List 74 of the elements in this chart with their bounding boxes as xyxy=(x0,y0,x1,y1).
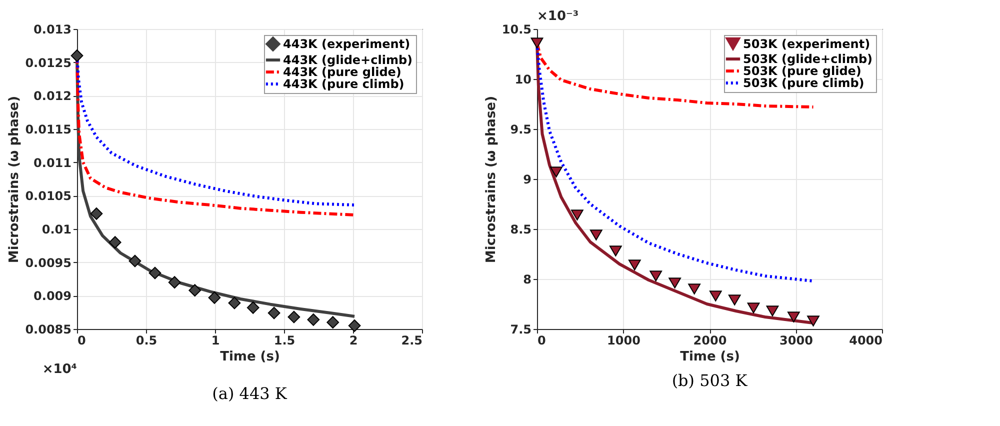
point xyxy=(628,260,641,270)
x-tick-label: 1.5 xyxy=(274,334,296,348)
point xyxy=(590,230,602,240)
x-tick-label: 2.5 xyxy=(401,334,422,348)
point xyxy=(530,38,544,48)
point xyxy=(807,316,820,326)
point xyxy=(228,296,241,310)
point xyxy=(208,291,221,304)
point xyxy=(70,49,84,62)
x-tick-label: 4000 xyxy=(849,334,882,348)
y-tick-label: 8.5 xyxy=(510,222,532,236)
point xyxy=(766,306,779,316)
point xyxy=(709,290,722,302)
point xyxy=(747,302,760,314)
legend-label: 503K (pure glide) xyxy=(743,64,862,78)
legend-label: 503K (pure climb) xyxy=(743,76,864,90)
y-tick-label: 8 xyxy=(523,272,532,286)
x-tick-label: 2 xyxy=(349,334,358,348)
point xyxy=(188,284,202,297)
point xyxy=(650,270,662,282)
y-tick-label: 10.5 xyxy=(502,22,532,36)
legend-label: 443K (pure climb) xyxy=(283,77,404,91)
legend-label: 503K (experiment) xyxy=(743,37,870,51)
point xyxy=(288,310,300,324)
x-axis-title: Time (s) xyxy=(680,350,740,364)
point xyxy=(688,284,701,294)
y-tick-label: 0.011 xyxy=(34,156,72,170)
y-tick-label: 0.0085 xyxy=(25,322,72,336)
point xyxy=(128,254,142,268)
x-tick-label: 0 xyxy=(538,334,546,348)
y-tick-label: 0.0095 xyxy=(25,256,72,270)
point xyxy=(246,301,260,314)
point xyxy=(728,294,741,306)
x-tick-label: 1 xyxy=(211,334,220,348)
x-tick-label: 0.5 xyxy=(136,334,158,348)
point xyxy=(326,316,340,329)
y-axis-title: Microstrains (ω phase) xyxy=(484,96,499,264)
y-tick-label: 9.5 xyxy=(510,122,532,136)
legend-label: 443K (experiment) xyxy=(283,37,410,51)
point xyxy=(168,276,181,289)
point xyxy=(90,207,103,220)
legend-label: 443K (glide+climb) xyxy=(283,53,413,67)
point xyxy=(307,313,320,326)
point xyxy=(268,306,280,320)
x-tick-label: 2000 xyxy=(693,334,727,348)
point xyxy=(148,266,162,280)
text: ×10⁴ xyxy=(42,362,78,377)
point xyxy=(348,319,361,332)
y-tick-label: 9 xyxy=(523,172,532,186)
point xyxy=(668,278,682,288)
y-tick-label: 0.009 xyxy=(34,289,72,304)
y-tick-label: 0.01 xyxy=(42,222,72,236)
point xyxy=(787,312,800,322)
y-tick-label: 0.0115 xyxy=(25,122,72,136)
point xyxy=(108,236,122,249)
legend-label: 503K (glide+climb) xyxy=(743,52,873,66)
x-tick-label: 3000 xyxy=(780,334,813,348)
point xyxy=(570,210,584,220)
text: (b) 503 K xyxy=(672,371,748,390)
y-tick-label: 0.0105 xyxy=(25,189,72,204)
y-tick-label: 0.013 xyxy=(34,22,72,36)
x-axis-title: Time (s) xyxy=(220,350,280,364)
y-tick-label: 0.012 xyxy=(34,89,72,104)
x-tick-label: 1000 xyxy=(607,334,640,348)
x-tick-label: 0 xyxy=(78,334,86,348)
point xyxy=(609,246,622,256)
y-axis-title: Microstrains (ω phase) xyxy=(7,96,22,264)
text: ×10⁻³ xyxy=(537,9,579,24)
legend-label: 443K (pure glide) xyxy=(283,65,402,79)
y-tick-label: 0.0125 xyxy=(25,56,72,70)
y-tick-label: 7.5 xyxy=(510,322,532,336)
text: (a) 443 K xyxy=(212,384,288,403)
point xyxy=(550,166,562,178)
y-tick-label: 10 xyxy=(514,72,532,86)
